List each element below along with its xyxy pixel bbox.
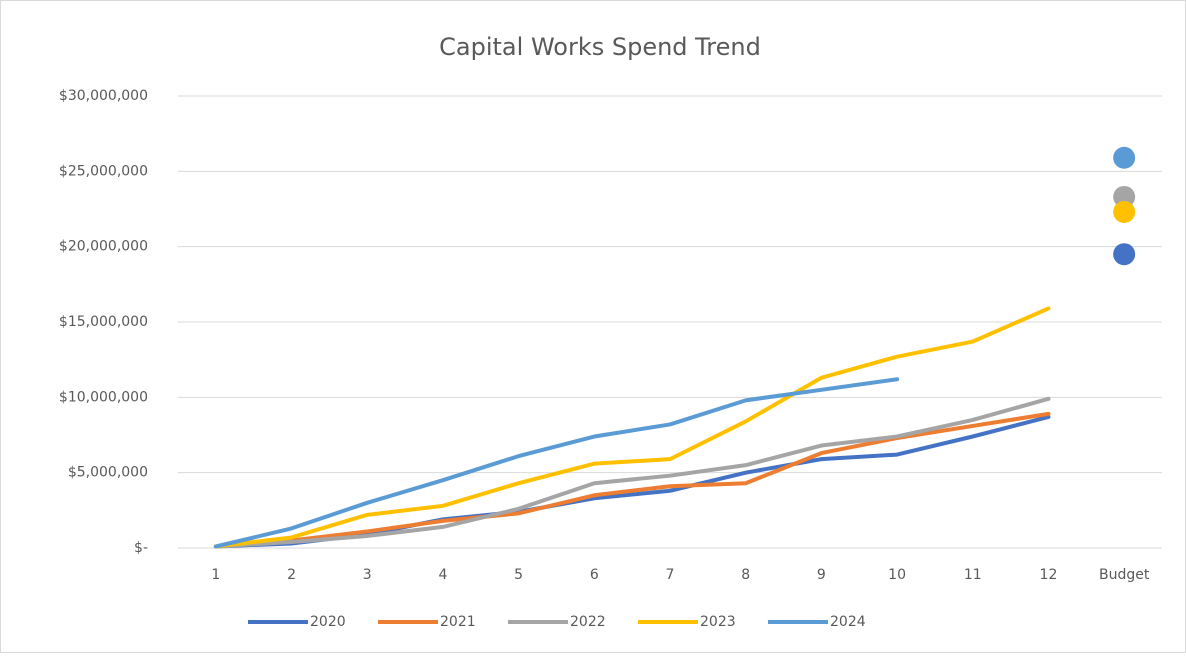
x-tick-label: 5 [514, 567, 523, 583]
legend-label: 2020 [310, 614, 346, 630]
budget-marker [1113, 243, 1136, 266]
legend-label: 2023 [700, 614, 736, 630]
y-tick-label: $- [134, 540, 148, 556]
y-tick-label: $10,000,000 [59, 389, 148, 405]
budget-marker [1113, 146, 1136, 169]
x-tick-label: 10 [888, 567, 906, 583]
budget-marker [1113, 185, 1136, 208]
y-tick-label: $5,000,000 [68, 465, 148, 481]
legend-label: 2024 [830, 614, 866, 630]
legend-label: 2022 [570, 614, 606, 630]
x-tick-label: Budget [1099, 567, 1150, 583]
x-tick-label: 1 [211, 567, 220, 583]
y-tick-label: $15,000,000 [59, 314, 148, 330]
series-line [213, 306, 1051, 549]
series-line [213, 396, 1051, 549]
x-tick-label: 9 [817, 567, 826, 583]
series-line [213, 411, 1051, 549]
x-tick-label: 12 [1040, 567, 1058, 583]
x-tick-label: 3 [363, 567, 372, 583]
x-tick-label: 11 [964, 567, 982, 583]
chart-title: Capital Works Spend Trend [439, 33, 761, 61]
series-line [213, 377, 900, 549]
legend-label: 2021 [440, 614, 476, 630]
y-tick-label: $25,000,000 [59, 163, 148, 179]
y-tick-label: $20,000,000 [59, 239, 148, 255]
x-tick-label: 7 [666, 567, 675, 583]
x-tick-label: 4 [438, 567, 447, 583]
x-tick-label: 6 [590, 567, 599, 583]
y-tick-label: $30,000,000 [59, 88, 148, 104]
x-tick-label: 2 [287, 567, 296, 583]
x-tick-label: 8 [741, 567, 750, 583]
budget-marker [1113, 201, 1136, 224]
